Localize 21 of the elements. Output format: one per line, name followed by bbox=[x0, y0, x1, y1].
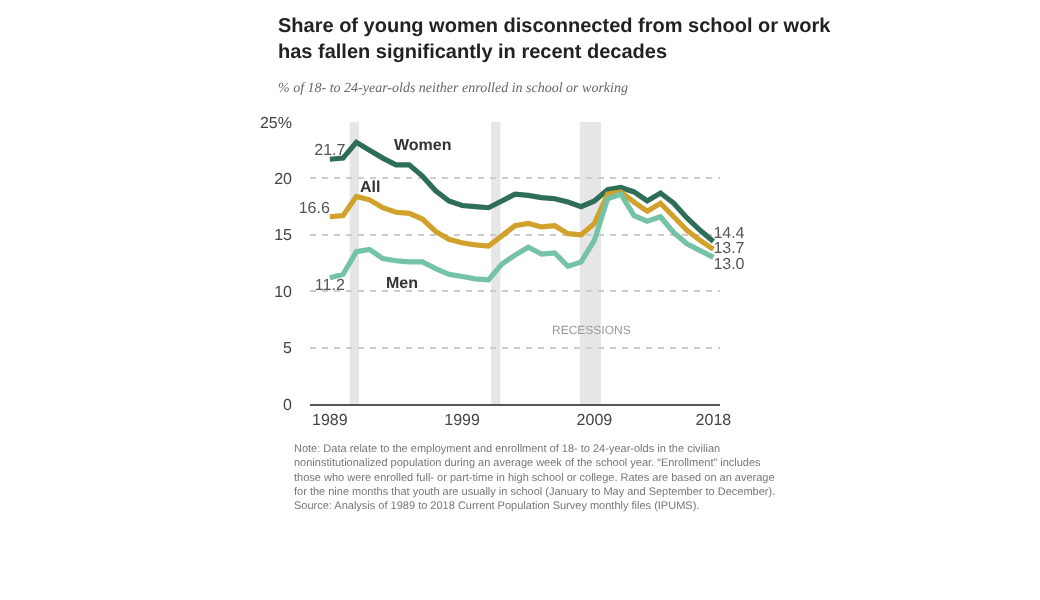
y-tick-label: 15 bbox=[274, 226, 294, 245]
y-tick-label: 0 bbox=[283, 395, 294, 414]
series-label: Men bbox=[386, 274, 419, 292]
data-label: 13.0 bbox=[713, 255, 746, 274]
data-label: 11.2 bbox=[314, 275, 346, 294]
x-tick-label: 1989 bbox=[312, 411, 349, 430]
series-label: All bbox=[360, 178, 381, 196]
y-tick-label: 20 bbox=[274, 170, 294, 188]
x-tick-label: 2018 bbox=[695, 411, 733, 430]
data-label: 13.7 bbox=[713, 239, 746, 258]
x-tick-label: 1999 bbox=[444, 411, 481, 430]
series-label: Women bbox=[394, 136, 452, 154]
y-tick-label: 5 bbox=[283, 339, 294, 358]
y-tick-label: 25% bbox=[259, 113, 292, 132]
data-label: 14.4 bbox=[713, 223, 746, 242]
y-tick-label: 10 bbox=[274, 282, 294, 301]
line-series bbox=[327, 189, 716, 253]
x-tick-label: 2009 bbox=[576, 411, 614, 430]
data-label: 16.6 bbox=[298, 198, 331, 217]
data-label: 21.7 bbox=[314, 141, 347, 160]
chart-title: Share of young women disconnected from school or work has fallen significantly in recent decades bbox=[278, 16, 832, 64]
